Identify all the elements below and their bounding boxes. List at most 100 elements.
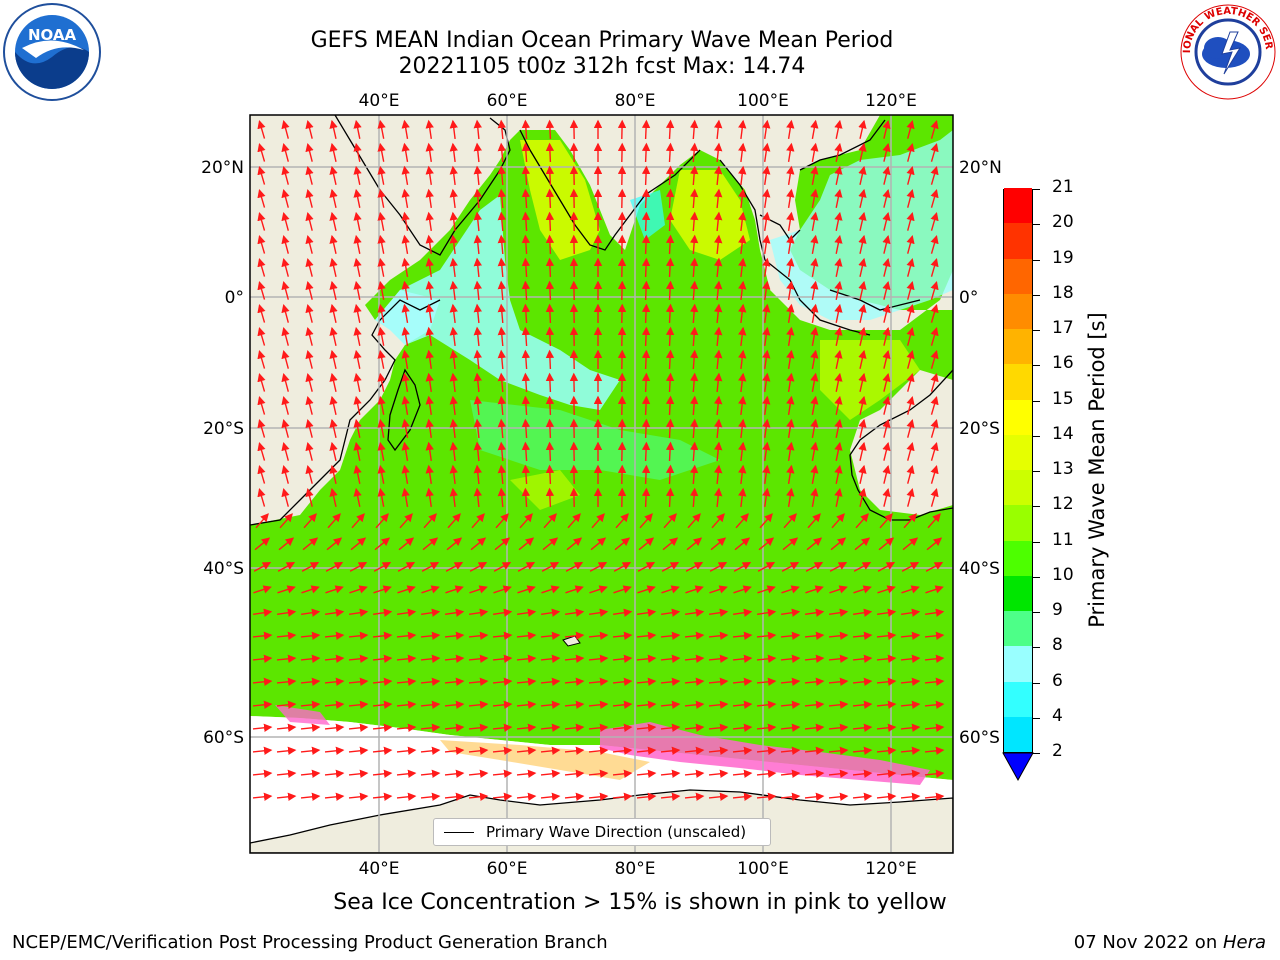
- wave-arrow: [540, 677, 561, 686]
- wave-arrow: [300, 792, 321, 801]
- wave-arrow: [353, 165, 362, 185]
- wave-arrow: [689, 464, 699, 485]
- wave-arrow: [497, 418, 507, 439]
- wave-arrow: [516, 677, 537, 686]
- wave-arrow: [497, 326, 507, 347]
- wave-arrow: [281, 188, 290, 208]
- wave-arrow: [420, 631, 441, 640]
- wave-arrow: [641, 119, 651, 140]
- wave-arrow: [853, 562, 872, 572]
- colorbar-segment: [1004, 434, 1032, 470]
- wave-arrow: [425, 487, 434, 508]
- wave-arrow: [492, 792, 513, 801]
- lat-label-right: 60°S: [959, 728, 1000, 748]
- wave-arrow: [858, 464, 867, 484]
- wave-arrow: [780, 723, 801, 732]
- wave-arrow: [858, 188, 867, 208]
- wave-arrow: [810, 142, 819, 163]
- wave-arrow: [329, 303, 338, 323]
- wave-arrow: [471, 513, 485, 529]
- wave-arrow: [762, 211, 771, 232]
- wave-arrow: [786, 372, 795, 393]
- wave-arrow: [810, 372, 819, 393]
- wave-arrow: [301, 562, 320, 572]
- wave-arrow: [686, 537, 703, 551]
- wave-arrow: [545, 303, 555, 324]
- wave-arrow: [473, 487, 482, 508]
- lon-label-bottom: 60°E: [487, 859, 528, 879]
- wave-arrow: [473, 211, 482, 232]
- wave-arrow: [930, 441, 939, 461]
- wave-arrow: [858, 234, 867, 254]
- wave-arrow: [516, 608, 537, 617]
- wave-arrow: [828, 631, 849, 640]
- wave-arrow: [468, 723, 489, 732]
- wave-arrow: [641, 234, 651, 255]
- wave-arrow: [303, 513, 317, 529]
- wave-arrow: [521, 188, 531, 209]
- wave-arrow: [878, 537, 895, 551]
- wave-arrow: [255, 513, 269, 529]
- wave-arrow: [926, 537, 943, 551]
- wave-arrow: [858, 211, 867, 231]
- wave-arrow: [732, 677, 753, 686]
- wave-arrow: [252, 723, 273, 732]
- wave-arrow: [252, 677, 273, 686]
- wave-arrow: [858, 349, 867, 369]
- wave-arrow: [924, 769, 945, 778]
- wave-arrow: [425, 395, 434, 416]
- wave-arrow: [521, 326, 531, 347]
- wave-arrow: [636, 746, 657, 755]
- wave-arrow: [780, 746, 801, 755]
- wave-arrow: [497, 280, 507, 301]
- wave-arrow: [540, 654, 561, 663]
- wave-arrow: [521, 441, 531, 462]
- wave-arrow: [473, 303, 482, 324]
- wave-arrow: [257, 143, 266, 162]
- wave-arrow: [834, 165, 843, 185]
- wave-arrow: [425, 441, 434, 462]
- wave-arrow: [665, 441, 675, 462]
- wave-arrow: [588, 723, 609, 732]
- wave-arrow: [348, 723, 369, 732]
- wave-arrow: [353, 441, 362, 461]
- wave-arrow: [372, 700, 393, 709]
- wave-arrow: [449, 418, 458, 438]
- wave-arrow: [396, 792, 417, 801]
- wave-arrow: [882, 441, 891, 461]
- lon-label-bottom: 80°E: [615, 859, 656, 879]
- wave-arrow: [257, 189, 266, 208]
- wave-arrow: [281, 280, 290, 300]
- wave-arrow: [353, 395, 362, 415]
- wave-arrow: [252, 769, 273, 778]
- wave-arrow: [930, 349, 939, 369]
- wave-arrow: [445, 585, 464, 594]
- wave-arrow: [714, 211, 723, 232]
- wave-arrow: [516, 746, 537, 755]
- wave-arrow: [351, 513, 365, 529]
- wave-arrow: [516, 723, 537, 732]
- wave-arrow: [828, 608, 849, 617]
- wave-arrow: [660, 654, 681, 663]
- wave-arrow: [732, 608, 753, 617]
- period-zone-south-yellow: [510, 470, 580, 510]
- wave-arrow: [930, 211, 939, 231]
- wave-arrow: [882, 257, 891, 277]
- wave-arrow: [612, 654, 633, 663]
- wave-arrow: [401, 487, 410, 508]
- wave-arrow: [906, 372, 915, 392]
- wave-arrow: [660, 746, 681, 755]
- wave-arrow: [924, 700, 945, 709]
- wave-arrow: [738, 142, 747, 162]
- wave-arrow: [468, 608, 489, 617]
- wave-arrow: [930, 119, 939, 139]
- wave-arrow: [689, 119, 699, 140]
- wave-arrow: [401, 234, 410, 255]
- wave-arrow: [257, 235, 266, 254]
- wave-arrow: [521, 119, 531, 140]
- wave-arrow: [377, 303, 386, 323]
- wave-arrow: [353, 280, 362, 300]
- wave-arrow: [305, 211, 314, 231]
- wave-arrow: [612, 608, 633, 617]
- wave-arrow: [830, 537, 847, 551]
